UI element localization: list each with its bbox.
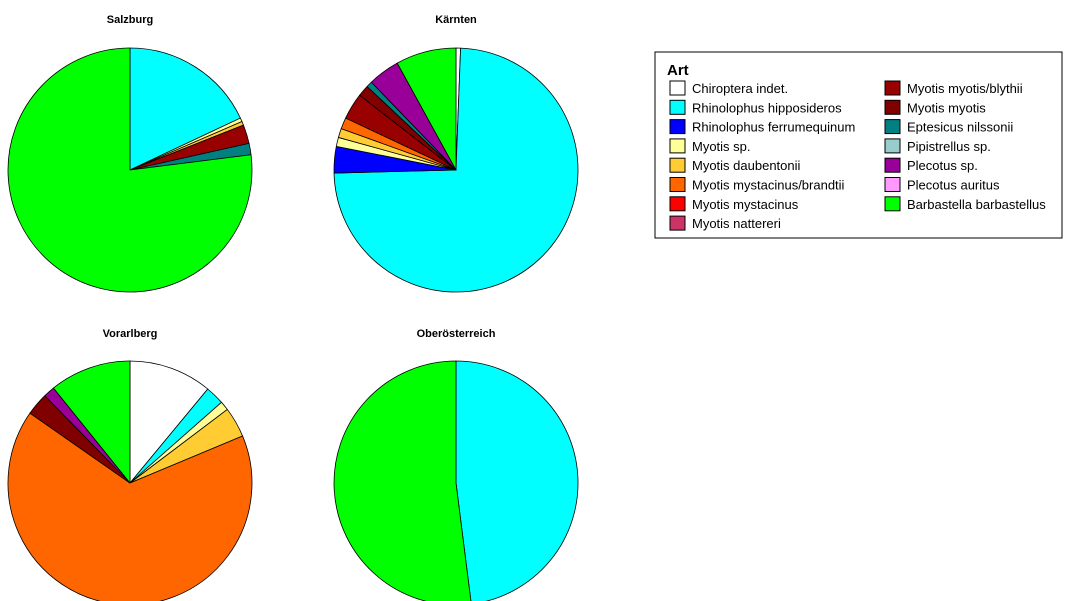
legend-swatch [884, 157, 901, 173]
pie-2: Vorarlberg [7, 328, 253, 601]
legend-swatch [669, 196, 686, 212]
pie-slice [455, 360, 579, 601]
pie-title: Oberösterreich [417, 328, 496, 340]
pie-slice [7, 47, 253, 293]
pie-title: Vorarlberg [103, 328, 158, 340]
legend-box [654, 51, 1063, 239]
legend-swatch [669, 138, 686, 154]
legend-label: Myotis mystacinus/brandtii [692, 178, 845, 193]
legend-label: Myotis myotis [907, 100, 986, 115]
legend-entries: Chiroptera indet. Rhinolophus hipposidero… [669, 80, 1046, 231]
legend-label: Myotis mystacinus [692, 197, 799, 212]
pies: Salzburg Kärnten Vorarlberg Oberösterreich [7, 14, 579, 601]
legend-swatch [884, 99, 901, 115]
legend-swatch [884, 177, 901, 192]
pie-slice [129, 47, 241, 171]
legend-swatch [669, 119, 686, 135]
legend-label: Eptesicus nilssonii [907, 120, 1013, 135]
pie-slice [53, 360, 131, 484]
pie-title: Kärnten [435, 14, 477, 26]
legend-label: Plecotus sp. [907, 158, 978, 173]
legend-swatch [669, 215, 686, 231]
legend-swatch [669, 99, 686, 115]
legend-label: Myotis myotis/blythii [907, 81, 1023, 96]
legend-swatch [669, 80, 686, 96]
legend-swatch [884, 119, 901, 135]
legend-swatch [884, 196, 901, 212]
pie-title: Salzburg [107, 14, 153, 26]
pie-slice [396, 47, 457, 171]
legend-title: Art [667, 62, 689, 79]
legend: Art Chiroptera indet. Rhinolophus hipposi… [654, 51, 1063, 239]
legend-label: Chiroptera indet. [692, 81, 788, 96]
pie-slice [129, 360, 209, 484]
pie-3: Oberösterreich [333, 328, 579, 601]
pie-0: Salzburg [7, 14, 253, 293]
legend-swatch [884, 138, 901, 154]
legend-label: Myotis sp. [692, 139, 751, 154]
legend-label: Rhinolophus hipposideros [692, 100, 842, 115]
pie-slice [333, 360, 472, 601]
legend-label: Barbastella barbastellus [907, 197, 1046, 212]
pie-slice [7, 412, 253, 601]
legend-label: Pipistrellus sp. [907, 139, 991, 154]
pie-1: Kärnten [333, 14, 579, 293]
legend-label: Myotis nattereri [692, 216, 781, 231]
legend-label: Myotis daubentonii [692, 158, 801, 173]
legend-label: Rhinolophus ferrumequinum [692, 120, 855, 135]
legend-swatch [669, 177, 686, 192]
legend-label: Plecotus auritus [907, 178, 1000, 193]
legend-swatch [669, 157, 686, 173]
legend-swatch [884, 80, 901, 96]
